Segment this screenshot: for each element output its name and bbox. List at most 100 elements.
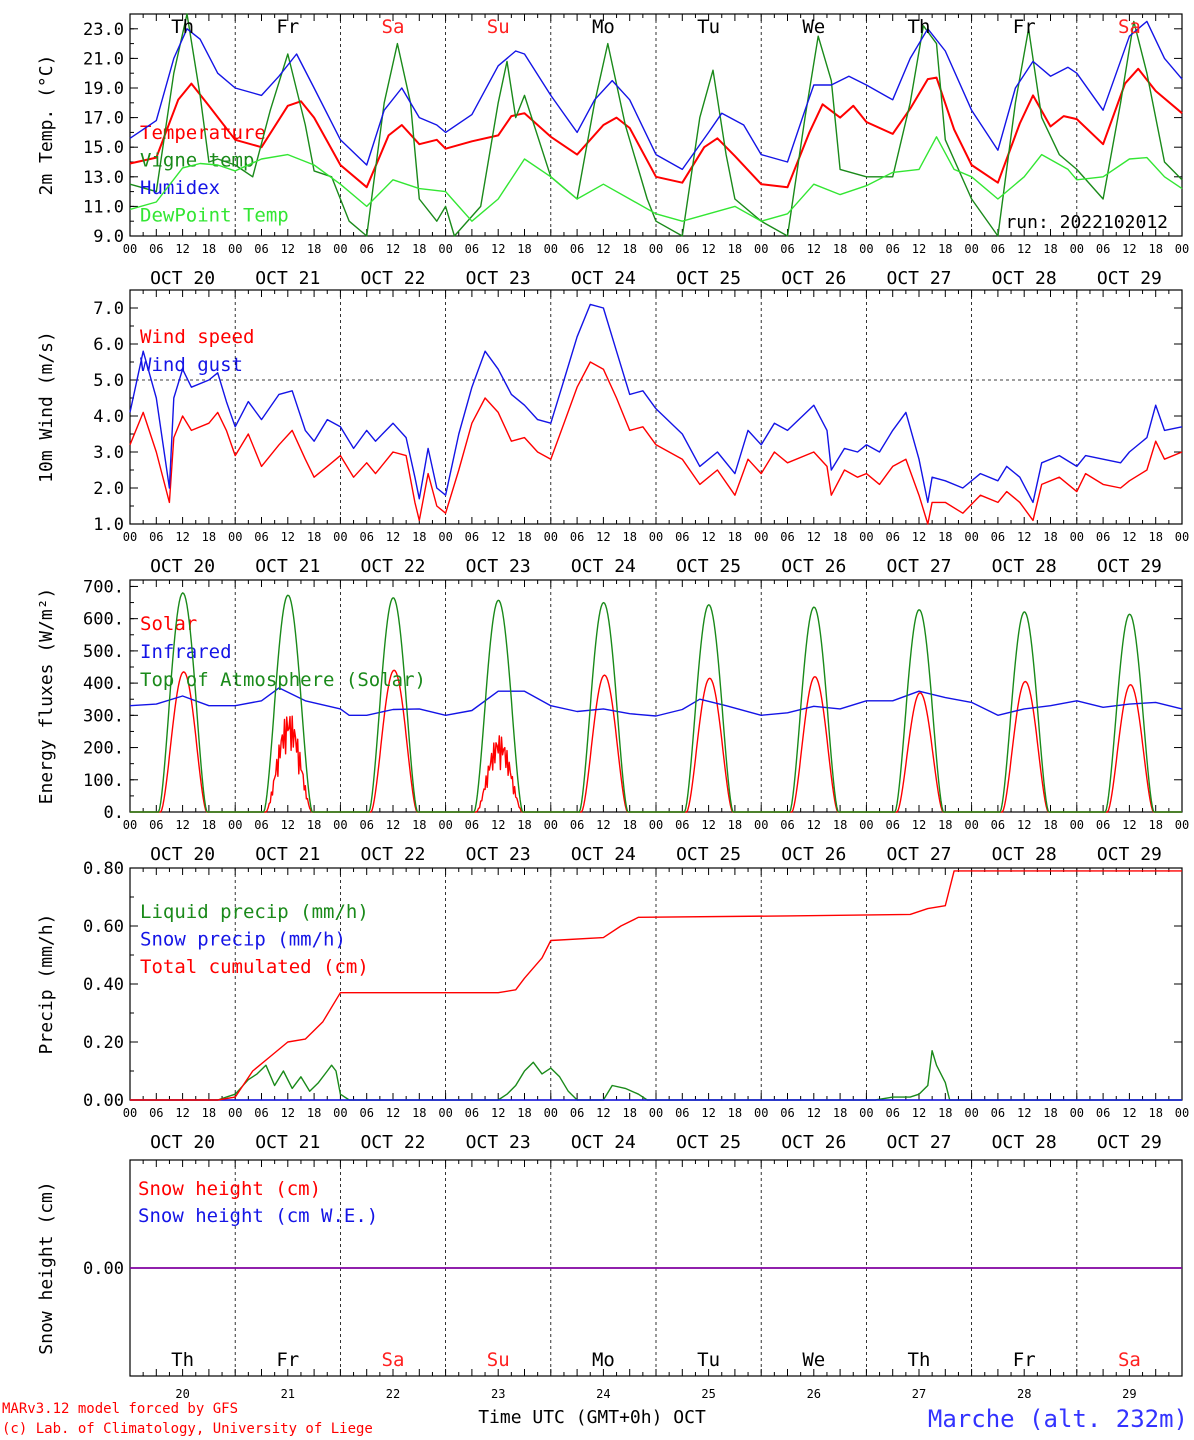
- day-abbr-label: Sa: [1118, 16, 1141, 38]
- date-label: OCT 21: [255, 1132, 320, 1153]
- hour-tick-label: 06: [149, 242, 163, 256]
- series-line-temperature: [129, 67, 1183, 189]
- hour-tick-label: 00: [754, 1106, 768, 1120]
- date-label: OCT 26: [781, 1132, 846, 1153]
- day-abbr-label: Sa: [382, 16, 405, 38]
- legend-entry: Vigne temp: [140, 150, 254, 172]
- hour-tick-label: 00: [333, 530, 347, 544]
- hour-tick-label: 00: [438, 242, 452, 256]
- hour-tick-label: 18: [202, 1106, 216, 1120]
- hour-tick-label: 12: [491, 1106, 505, 1120]
- hour-tick-label: 00: [649, 242, 663, 256]
- hour-tick-label: 06: [675, 1106, 689, 1120]
- hour-tick-label: 18: [307, 1106, 321, 1120]
- hour-tick-label: 00: [964, 818, 978, 832]
- hour-tick-label: 18: [412, 818, 426, 832]
- y-tick-label: 0.60: [83, 917, 124, 937]
- hour-tick-label: 18: [307, 530, 321, 544]
- hour-tick-label: 00: [438, 530, 452, 544]
- time-axis: 00 06 12 18 OCT 20 00 06 12 18 OCT 21 00 06 12 18 OCT …: [123, 530, 1189, 577]
- day-number-label: 28: [1017, 1387, 1031, 1401]
- hour-tick-label: 00: [123, 530, 137, 544]
- hour-tick-label: 00: [123, 1106, 137, 1120]
- hour-tick-label: 18: [833, 818, 847, 832]
- hour-tick-label: 12: [596, 530, 610, 544]
- hour-tick-label: 18: [517, 818, 531, 832]
- hour-tick-label: 18: [1148, 530, 1162, 544]
- y-tick-label: 0.80: [83, 859, 124, 879]
- legend-entry: Liquid precip (mm/h): [140, 901, 369, 923]
- hour-tick-label: 12: [386, 1106, 400, 1120]
- legend-entry: Wind gust: [140, 354, 243, 376]
- series-line-humidex: [129, 20, 1183, 171]
- day-abbr-label: Mo: [592, 16, 615, 38]
- hour-tick-label: 00: [964, 1106, 978, 1120]
- date-label: OCT 23: [466, 556, 531, 577]
- y-tick-label: 300.: [83, 706, 124, 726]
- legend-entry: Solar: [140, 613, 197, 635]
- hour-tick-label: 00: [333, 1106, 347, 1120]
- hour-tick-label: 06: [359, 818, 373, 832]
- hour-tick-label: 12: [701, 242, 715, 256]
- time-axis-title: Time UTC (GMT+0h) OCT: [478, 1407, 706, 1428]
- date-label: OCT 25: [676, 556, 741, 577]
- y-tick-label: 6.0: [93, 335, 124, 355]
- hour-tick-label: 06: [780, 530, 794, 544]
- date-label: OCT 22: [360, 268, 425, 289]
- hour-tick-label: 18: [622, 530, 636, 544]
- hour-tick-label: 12: [281, 242, 295, 256]
- y-tick-label: 0.: [104, 803, 124, 823]
- hour-tick-label: 06: [254, 1106, 268, 1120]
- hour-tick-label: 18: [622, 818, 636, 832]
- date-label: OCT 21: [255, 556, 320, 577]
- hour-tick-label: 12: [281, 1106, 295, 1120]
- hour-tick-label: 00: [859, 242, 873, 256]
- day-number-label: 29: [1122, 1387, 1136, 1401]
- date-label: OCT 25: [676, 844, 741, 865]
- series-line-wind-gust: [129, 303, 1183, 504]
- hour-tick-label: 00: [649, 818, 663, 832]
- day-abbr-label: Fr: [1013, 16, 1036, 38]
- y-axis-title: Energy fluxes (W/m²): [36, 588, 57, 805]
- y-tick-label: 19.0: [83, 79, 124, 99]
- hour-tick-label: 00: [438, 1106, 452, 1120]
- hour-tick-label: 00: [544, 818, 558, 832]
- hour-tick-label: 00: [1175, 242, 1189, 256]
- hour-tick-label: 12: [175, 242, 189, 256]
- date-label: OCT 20: [150, 268, 215, 289]
- y-tick-label: 400.: [83, 674, 124, 694]
- y-tick-label: 23.0: [83, 20, 124, 40]
- panel-temp: 9.0 11.0 13.0 15.0 17.0 19.0 21.0 23.0 2m Temp. …: [36, 13, 1183, 247]
- hour-tick-label: 06: [465, 1106, 479, 1120]
- date-label: OCT 26: [781, 844, 846, 865]
- hour-tick-label: 00: [333, 818, 347, 832]
- hour-tick-label: 00: [333, 242, 347, 256]
- hour-tick-label: 06: [991, 1106, 1005, 1120]
- hour-tick-label: 00: [1070, 530, 1084, 544]
- series-line-vigne-temp: [129, 13, 1183, 237]
- hour-tick-label: 12: [912, 530, 926, 544]
- hour-tick-label: 12: [596, 242, 610, 256]
- hour-tick-label: 12: [912, 1106, 926, 1120]
- hour-tick-label: 18: [412, 1106, 426, 1120]
- model-credit-line: MARv3.12 model forced by GFS: [2, 1401, 238, 1417]
- hour-tick-label: 12: [175, 1106, 189, 1120]
- y-tick-label: 100.: [83, 771, 124, 791]
- hour-tick-label: 12: [491, 818, 505, 832]
- y-tick-label: 17.0: [83, 109, 124, 129]
- day-abbr-label: Tu: [697, 16, 720, 38]
- date-label: OCT 29: [1097, 268, 1162, 289]
- y-tick-label: 3.0: [93, 443, 124, 463]
- y-tick-label: 11.0: [83, 197, 124, 217]
- date-label: OCT 23: [466, 268, 531, 289]
- day-number-label: 24: [596, 1387, 610, 1401]
- y-axis-title: 10m Wind (m/s): [36, 331, 57, 483]
- hour-tick-label: 18: [202, 818, 216, 832]
- hour-tick-label: 00: [964, 530, 978, 544]
- hour-tick-label: 18: [938, 242, 952, 256]
- hour-tick-label: 06: [570, 530, 584, 544]
- day-abbr-label: Th: [908, 1349, 931, 1371]
- hour-tick-label: 18: [622, 1106, 636, 1120]
- day-number-label: 23: [491, 1387, 505, 1401]
- date-label: OCT 28: [992, 268, 1057, 289]
